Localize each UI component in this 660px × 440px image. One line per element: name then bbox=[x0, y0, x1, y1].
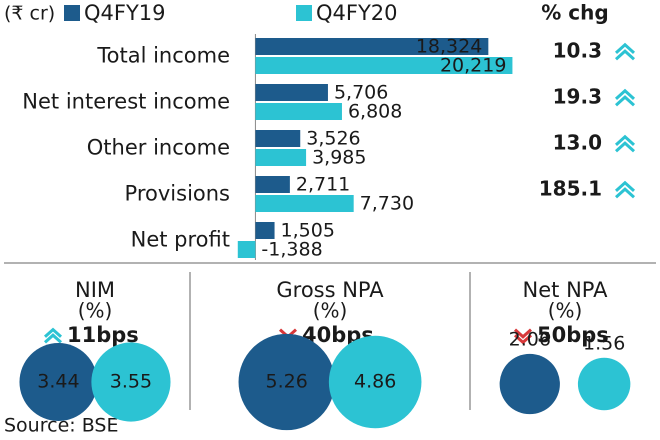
bubble-label: 3.44 bbox=[37, 371, 79, 393]
change-label: 10.3 bbox=[553, 39, 602, 63]
panel-subtitle: (%) bbox=[78, 299, 113, 323]
legend-label: Q4FY20 bbox=[316, 1, 398, 25]
row-label: Provisions bbox=[124, 181, 230, 206]
row-label: Net interest income bbox=[22, 89, 230, 114]
chevron bbox=[614, 88, 636, 101]
bubble-label: 5.26 bbox=[266, 371, 308, 393]
bar bbox=[255, 38, 489, 55]
change-label: 50bps bbox=[537, 323, 609, 347]
panel-subtitle: (%) bbox=[548, 299, 583, 323]
chevron bbox=[614, 42, 636, 55]
chevron bbox=[513, 334, 533, 345]
change-label: 13.0 bbox=[553, 131, 602, 155]
value-label: 3,526 bbox=[306, 128, 360, 150]
chevron bbox=[614, 49, 636, 61]
chevron bbox=[43, 333, 63, 344]
value-label: 5,706 bbox=[334, 82, 388, 104]
change-label: 19.3 bbox=[553, 85, 602, 109]
legend-swatch bbox=[64, 5, 80, 21]
bar bbox=[255, 84, 328, 101]
legend-label: Q4FY19 bbox=[84, 1, 166, 25]
chevron bbox=[614, 141, 636, 153]
chevron bbox=[614, 180, 636, 193]
bar bbox=[237, 241, 256, 258]
row-label: Other income bbox=[86, 135, 230, 160]
chevron bbox=[614, 95, 636, 107]
value-label: 18,324 bbox=[416, 36, 482, 58]
chevron bbox=[614, 187, 636, 199]
bar bbox=[255, 149, 307, 166]
chevron bbox=[43, 327, 63, 338]
bar bbox=[255, 176, 290, 193]
bar bbox=[255, 130, 301, 147]
value-label: 6,808 bbox=[348, 101, 402, 123]
change-label: 185.1 bbox=[539, 177, 602, 201]
value-label: 20,219 bbox=[440, 55, 506, 77]
value-label: -1,388 bbox=[261, 239, 322, 261]
bar bbox=[255, 195, 354, 212]
bubble bbox=[19, 343, 98, 421]
source: Source: BSE bbox=[4, 415, 118, 437]
bubble bbox=[328, 335, 422, 429]
bubble-label: 2.06 bbox=[509, 328, 551, 350]
bubble bbox=[91, 342, 171, 422]
chevron bbox=[614, 134, 636, 147]
row-label: Total income bbox=[97, 43, 230, 68]
value-label: 1,505 bbox=[281, 220, 335, 242]
panel-title: NIM bbox=[75, 278, 115, 302]
change-header: % chg bbox=[541, 1, 608, 25]
bubble-label: 3.55 bbox=[110, 371, 152, 393]
bubble bbox=[577, 357, 631, 411]
value-label: 3,985 bbox=[312, 147, 366, 169]
bar bbox=[255, 57, 513, 74]
panel-title: Gross NPA bbox=[276, 278, 384, 302]
bubble-label: 4.86 bbox=[354, 371, 396, 393]
value-label: 7,730 bbox=[360, 193, 414, 215]
bar bbox=[255, 222, 275, 239]
bubble bbox=[238, 333, 335, 431]
panel-subtitle: (%) bbox=[313, 299, 348, 323]
bubble bbox=[499, 353, 560, 415]
bubble-label: 1.56 bbox=[583, 332, 625, 354]
legend-swatch bbox=[296, 5, 312, 21]
unit-label: (₹ cr) bbox=[4, 3, 55, 25]
panel-title: Net NPA bbox=[523, 278, 609, 302]
row-label: Net profit bbox=[130, 227, 230, 252]
value-label: 2,711 bbox=[296, 174, 350, 196]
chevron bbox=[513, 328, 533, 339]
bar bbox=[255, 103, 342, 120]
